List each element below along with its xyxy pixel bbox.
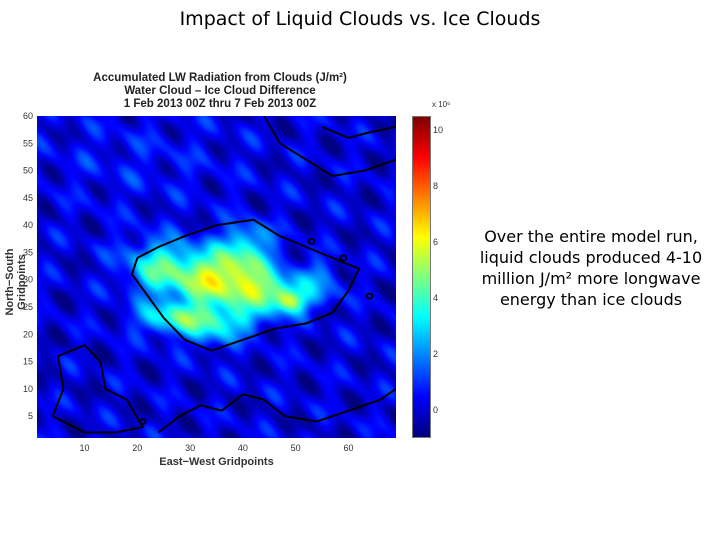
chart-title: Accumulated LW Radiation from Clouds (J/… bbox=[40, 72, 400, 111]
x-axis-label: East−West Gridpoints bbox=[159, 456, 274, 468]
x-tick-label-10: 10 bbox=[80, 443, 90, 453]
zero-contour-island-2 bbox=[339, 254, 348, 262]
heatmap-canvas bbox=[37, 116, 396, 438]
y-tick-label-15: 15 bbox=[23, 357, 33, 367]
slide-title: Impact of Liquid Clouds vs. Ice Clouds bbox=[179, 8, 541, 30]
chart-title-line-3: 1 Feb 2013 00Z thru 7 Feb 2013 00Z bbox=[123, 98, 317, 110]
chart-title-line-2: Water Cloud – Ice Cloud Difference bbox=[124, 85, 316, 97]
zero-contour-line-3 bbox=[157, 388, 396, 434]
zero-contour-line-2 bbox=[51, 344, 145, 434]
zero-contour-line-1 bbox=[130, 218, 361, 352]
x-tick-label-20: 20 bbox=[132, 443, 142, 453]
x-tick-label-50: 50 bbox=[291, 443, 301, 453]
zero-contour-line-5 bbox=[321, 125, 396, 139]
y-axis-label: North−South Gridpoints bbox=[4, 248, 28, 316]
x-tick-label-40: 40 bbox=[238, 443, 248, 453]
zero-contour-island-4 bbox=[307, 238, 316, 246]
y-tick-label-55: 55 bbox=[23, 138, 33, 148]
chart-title-line-1: Accumulated LW Radiation from Clouds (J/… bbox=[93, 72, 347, 84]
y-tick-label-35: 35 bbox=[23, 247, 33, 257]
y-tick-label-25: 25 bbox=[23, 302, 33, 312]
y-tick-label-10: 10 bbox=[23, 384, 33, 394]
y-tick-label-5: 5 bbox=[28, 411, 33, 421]
colorbar-tick-label-2: 2 bbox=[433, 349, 438, 359]
y-tick-label-45: 45 bbox=[23, 193, 33, 203]
y-tick-label-30: 30 bbox=[23, 275, 33, 285]
zero-contour-island-3 bbox=[365, 292, 374, 300]
colorbar-tick-label-10: 10 bbox=[433, 125, 443, 135]
colorbar-tick-label-6: 6 bbox=[433, 237, 438, 247]
colorbar-tick-label-4: 4 bbox=[433, 293, 438, 303]
zero-contour-layer bbox=[51, 116, 396, 434]
y-tick-label-40: 40 bbox=[23, 220, 33, 230]
zero-contour-line-4 bbox=[263, 116, 396, 178]
colorbar-tick-label-0: 0 bbox=[433, 405, 438, 415]
colorbar-tick-label-8: 8 bbox=[433, 181, 438, 191]
heatmap-plot-area bbox=[37, 116, 396, 438]
callout-text: Over the entire model run, liquid clouds… bbox=[479, 227, 703, 309]
x-tick-label-60: 60 bbox=[343, 443, 353, 453]
y-tick-label-60: 60 bbox=[23, 111, 33, 121]
colorbar bbox=[412, 116, 431, 438]
y-tick-label-20: 20 bbox=[23, 329, 33, 339]
colorbar-scale-label: x 10⁶ bbox=[432, 100, 451, 109]
zero-contour-island-1 bbox=[138, 418, 147, 426]
y-tick-label-50: 50 bbox=[23, 166, 33, 176]
x-tick-label-30: 30 bbox=[185, 443, 195, 453]
